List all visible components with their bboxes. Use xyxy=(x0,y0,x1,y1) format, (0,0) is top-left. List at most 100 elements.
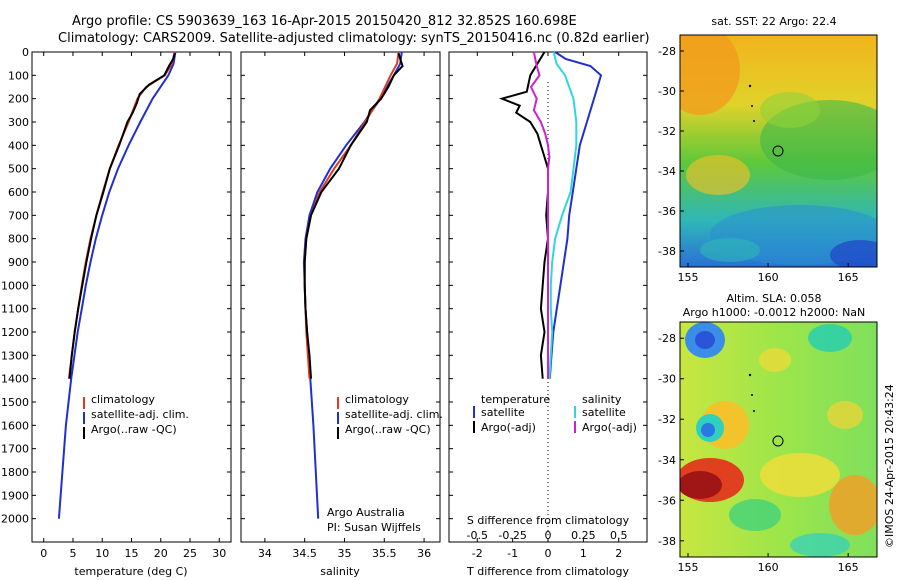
map-y-tick-label: -28 xyxy=(658,45,676,58)
map-y-tick-label: -32 xyxy=(658,413,676,426)
y-tick-label: 100 xyxy=(8,69,29,82)
x-tick-label: 36 xyxy=(417,547,431,560)
x-tick-label: 15 xyxy=(125,547,139,560)
difference-plot: -2 -1 0 1 2 xyxy=(449,51,647,560)
diff-xlabel-temperature: T difference from climatology xyxy=(466,565,629,578)
x-tick-label: 10 xyxy=(95,547,109,560)
map-x-tick-label: 160 xyxy=(758,271,779,284)
y-tick-label: 1400 xyxy=(1,373,29,386)
sla-track-point xyxy=(751,394,753,396)
map-y-tick-label: -36 xyxy=(658,205,676,218)
map-y-tick-label: -28 xyxy=(658,332,676,345)
y-tick-label: 1200 xyxy=(1,326,29,339)
s-tick-label: 0 xyxy=(545,529,552,542)
series-line-satellite-adj-clim xyxy=(57,51,177,519)
y-tick-label: 300 xyxy=(8,116,29,129)
y-tick-label: 700 xyxy=(8,209,29,222)
s-tick-label: 0.5 xyxy=(610,529,628,542)
y-tick-label: 800 xyxy=(8,233,29,246)
x-tick-label: 2 xyxy=(615,547,622,560)
map-y-tick-label: -38 xyxy=(658,535,676,548)
y-tick-label: 1500 xyxy=(1,396,29,409)
map-x-tick-label: 165 xyxy=(838,271,859,284)
sst-track-point xyxy=(753,120,755,122)
map-x-tick-label: 155 xyxy=(678,271,699,284)
series-line-t-argo-adj xyxy=(498,51,550,379)
sla-track-point xyxy=(748,373,752,377)
imos-stamp: ©IMOS 24-Apr-2015 20:43:24 xyxy=(883,384,896,548)
y-tick-label: 1100 xyxy=(1,303,29,316)
salinity-panel xyxy=(240,51,441,543)
x-tick-label: 34.5 xyxy=(292,547,317,560)
diff-xlabel-salinity: S difference from climatology xyxy=(467,514,630,527)
sst-track-point xyxy=(751,105,753,107)
map-y-tick-label: -32 xyxy=(658,125,676,138)
y-tick-label: 500 xyxy=(8,163,29,176)
diff-legend-s-argo: Argo(-adj) xyxy=(582,421,637,434)
map-y-tick-label: -30 xyxy=(658,85,676,98)
salinity-tick-labels: -0.5 -0.25 0 0.25 0.5 xyxy=(467,529,628,542)
x-tick-label: 35 xyxy=(337,547,351,560)
temperature-legend-climatology: climatology xyxy=(91,393,155,406)
annotation-pi: PI: Susan Wijffels xyxy=(327,521,421,534)
temperature-legend-satellite: satellite-adj. clim. xyxy=(91,408,189,421)
series-line-argo-raw-qc xyxy=(68,52,176,379)
y-tick-label: 900 xyxy=(8,256,29,269)
y-tick-label: 1300 xyxy=(1,349,29,362)
diff-legend-t-satellite: satellite xyxy=(481,406,525,419)
map-y-tick-label: -38 xyxy=(658,245,676,258)
sst-map-title: sat. SST: 22 Argo: 22.4 xyxy=(711,15,836,28)
x-tick-label: -2 xyxy=(472,547,483,560)
map-x-tick-label: 165 xyxy=(838,561,859,574)
series-line-climatology xyxy=(67,51,176,379)
diff-legend-t-argo: Argo(-adj) xyxy=(481,421,536,434)
s-tick-label: -0.5 xyxy=(467,529,488,542)
y-tick-label: 1000 xyxy=(1,279,29,292)
salinity-legend-satellite: satellite-adj. clim. xyxy=(345,408,443,421)
salinity-plot: 34 34.5 35 35.5 36 xyxy=(241,51,440,560)
series-line-argo-raw-qc xyxy=(303,52,404,379)
salinity-xlabel: salinity xyxy=(320,565,360,578)
y-tick-label: 200 xyxy=(8,93,29,106)
s-tick-label: -0.25 xyxy=(498,529,526,542)
y-tick-label: 1600 xyxy=(1,419,29,432)
series-line-s-argo-adj xyxy=(529,51,551,379)
series-line-t-satellite xyxy=(548,51,603,379)
x-tick-label: 30 xyxy=(212,547,226,560)
x-tick-label: -1 xyxy=(507,547,518,560)
map-y-tick-label: -30 xyxy=(658,373,676,386)
sst-track-point xyxy=(748,84,752,88)
temperature-legend-argo: Argo(..raw -QC) xyxy=(91,423,177,436)
series-line-satellite-adj-clim xyxy=(302,51,403,519)
s-tick-label: 0.25 xyxy=(571,529,596,542)
diff-legend-salinity-title: salinity xyxy=(582,393,622,406)
sla-map-frame xyxy=(679,321,878,558)
map-x-tick-label: 160 xyxy=(758,561,779,574)
x-tick-label: 0 xyxy=(40,547,47,560)
y-tick-label: 0 xyxy=(22,46,29,59)
y-tick-label: 1700 xyxy=(1,443,29,456)
x-tick-label: 25 xyxy=(183,547,197,560)
sla-map-title-line1: Altim. SLA: 0.058 xyxy=(726,292,821,305)
y-tick-label: 1900 xyxy=(1,489,29,502)
diff-legend-s-satellite: satellite xyxy=(582,406,626,419)
sla-track-point xyxy=(753,410,755,412)
diff-legend-temperature-title: temperature xyxy=(481,393,550,406)
temperature-plot: 0 5 10 15 20 25 300100200300400500600700800900… xyxy=(1,46,231,560)
map-y-tick-label: -34 xyxy=(658,454,676,467)
sst-map-ticks: 155 160 165 -28 -30 -32 -34 -36 -38 xyxy=(658,45,859,284)
sst-map-frame xyxy=(679,34,878,268)
x-tick-label: 34 xyxy=(258,547,272,560)
x-tick-label: 5 xyxy=(69,547,76,560)
figure-title-line1: Argo profile: CS 5903639_163 16-Apr-2015… xyxy=(72,14,577,29)
map-x-tick-label: 155 xyxy=(678,561,699,574)
annotation-argo-australia: Argo Australia xyxy=(327,506,405,519)
map-y-tick-label: -34 xyxy=(658,165,676,178)
sla-map-ticks: 155 160 165 -28 -30 -32 -34 -36 -38 xyxy=(658,332,859,574)
temperature-xlabel: temperature (deg C) xyxy=(74,565,187,578)
sla-map-image xyxy=(680,322,877,557)
y-tick-label: 2000 xyxy=(1,513,29,526)
salinity-legend-climatology: climatology xyxy=(345,393,409,406)
y-tick-label: 400 xyxy=(8,139,29,152)
